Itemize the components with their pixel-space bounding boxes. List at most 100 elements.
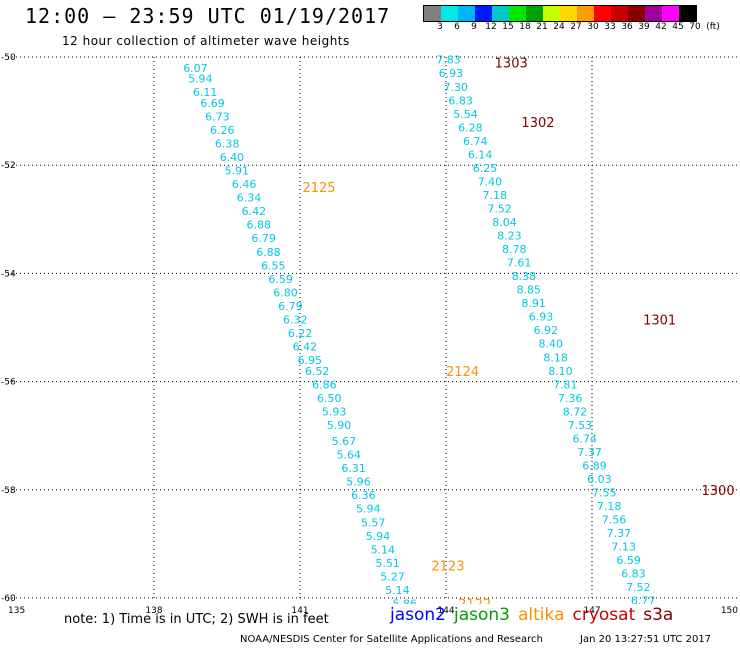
wave-height-value: 5.54 [453,108,478,121]
pass-time-label: 1300 [702,484,735,499]
wave-height-value: 7.40 [478,175,503,188]
wave-height-value: 6.92 [534,324,559,337]
color-scale-swatch [424,6,441,21]
wave-height-value: 6.95 [298,354,323,367]
wave-height-value: 5.51 [375,557,400,570]
wave-height-value: 6.22 [288,327,313,340]
color-scale-swatch [679,6,696,21]
x-tick-label: 138 [145,606,162,616]
color-scale-swatch [475,6,492,21]
wave-height-value: 6.32 [283,313,308,326]
wave-height-value: 6.03 [587,473,612,486]
wave-height-value: 8.04 [492,216,517,229]
wave-height-value: 6.28 [458,121,483,134]
credit-text: NOAA/NESDIS Center for Satellite Applica… [240,634,543,645]
color-scale-label: 9 [471,22,477,32]
wave-height-value: 6.83 [448,94,473,107]
wave-height-value: 7.52 [626,581,651,594]
wave-height-value: 6.11 [193,86,218,99]
pass-time-label: 1301 [643,313,676,328]
wave-height-value: 8.72 [563,405,588,418]
wave-height-value: 5.94 [366,530,391,543]
x-tick-label: 141 [291,606,308,616]
data-layer: 6.075.946.116.696.736.266.386.405.916.46… [183,54,735,612]
color-scale-label: 24 [553,22,565,32]
wave-height-value: 8.18 [543,351,568,364]
wave-height-value: 6.50 [317,392,342,405]
x-tick-label: 150 [721,606,738,616]
wave-height-value: 6.34 [237,192,262,205]
color-scale-label: 3 [437,22,443,32]
wave-height-value: 6.88 [246,219,271,232]
wave-height-value: 6.59 [268,273,293,286]
y-tick-label: -56 [1,378,16,388]
wave-height-value: 5.14 [371,543,396,556]
wave-height-value: 6.74 [463,135,488,148]
y-tick-label: -52 [1,161,16,171]
wave-height-value: 6.36 [351,489,376,502]
wave-height-value: 5.67 [332,435,357,448]
color-scale-label: 42 [655,22,667,32]
wave-height-value: 6.73 [205,111,230,124]
color-scale-label: 45 [672,22,684,32]
color-scale-label: 27 [570,22,582,32]
color-scale-label: 12 [485,22,497,32]
pass-time-label: 2123 [431,560,464,575]
wave-height-value: 6.52 [305,365,330,378]
wave-height-value: 6.46 [232,178,257,191]
wave-height-value: 6.79 [251,232,275,245]
x-tick-label: 144 [437,606,454,616]
wave-height-value: 8.38 [512,270,537,283]
wave-height-value: 6.74 [573,432,598,445]
wave-height-value: 7.37 [607,527,632,540]
color-scale-swatch [577,6,594,21]
wave-height-value: 7.30 [444,81,469,94]
wave-height-value: 5.91 [225,165,250,178]
color-scale-label: 36 [621,22,633,32]
wave-height-value: 8.40 [538,338,563,351]
wave-height-value: 6.31 [341,462,366,475]
wave-height-value: 6.40 [220,151,245,164]
wave-height-value: 6.93 [439,67,464,80]
satellite-legend-item: s3a [643,605,674,625]
wave-height-value: 5.96 [346,476,371,489]
footer-note: note: 1) Time is in UTC; 2) SWH is in fe… [64,612,329,627]
wave-height-value: 6.86 [312,378,337,391]
wave-height-value: 6.25 [473,162,498,175]
satellite-legend-item: cryosat [572,605,636,625]
wave-height-value: 5.94 [356,503,381,516]
y-tick-label: -54 [1,269,16,279]
wave-height-value: 6.79 [278,300,303,313]
wave-height-value: 8.91 [521,297,546,310]
pass-time-label: 2122 [458,597,491,612]
wave-height-value: 6.80 [273,286,298,299]
wave-height-value: 5.86 [392,597,417,610]
color-scale-swatch [441,6,458,21]
wave-height-value: 7.53 [568,419,593,432]
color-scale-swatch [526,6,543,21]
wave-height-value: 7.18 [597,500,622,513]
generation-timestamp: Jan 20 13:27:51 UTC 2017 [580,634,712,645]
color-scale-label: 15 [502,22,514,32]
color-scale-label: 70 [689,22,701,32]
wave-height-value: 6.14 [468,148,493,161]
x-tick-label: 147 [583,606,600,616]
color-scale-unit: (ft) [706,22,720,32]
wave-height-value: 6.83 [621,568,646,581]
wave-height-value: 7.83 [436,54,461,67]
y-tick-label: -50 [1,53,16,63]
wave-height-value: 8.10 [548,365,573,378]
wave-height-value: 7.18 [483,189,508,202]
wave-height-value: 7.52 [487,202,512,215]
wave-height-value: 5.94 [188,73,213,86]
wave-height-value: 7.36 [558,392,583,405]
wave-height-value: 5.57 [361,516,386,529]
wave-height-value: 6.77 [631,595,656,608]
wave-height-value: 8.85 [517,284,542,297]
wave-height-value: 7.13 [611,541,636,554]
satellite-legend: jason2 jason3 altika cryosat s3a [390,605,681,625]
pass-time-label: 2124 [446,365,479,380]
color-scale-swatch [645,6,662,21]
color-scale-label: 21 [536,22,548,32]
color-scale-swatch [458,6,475,21]
